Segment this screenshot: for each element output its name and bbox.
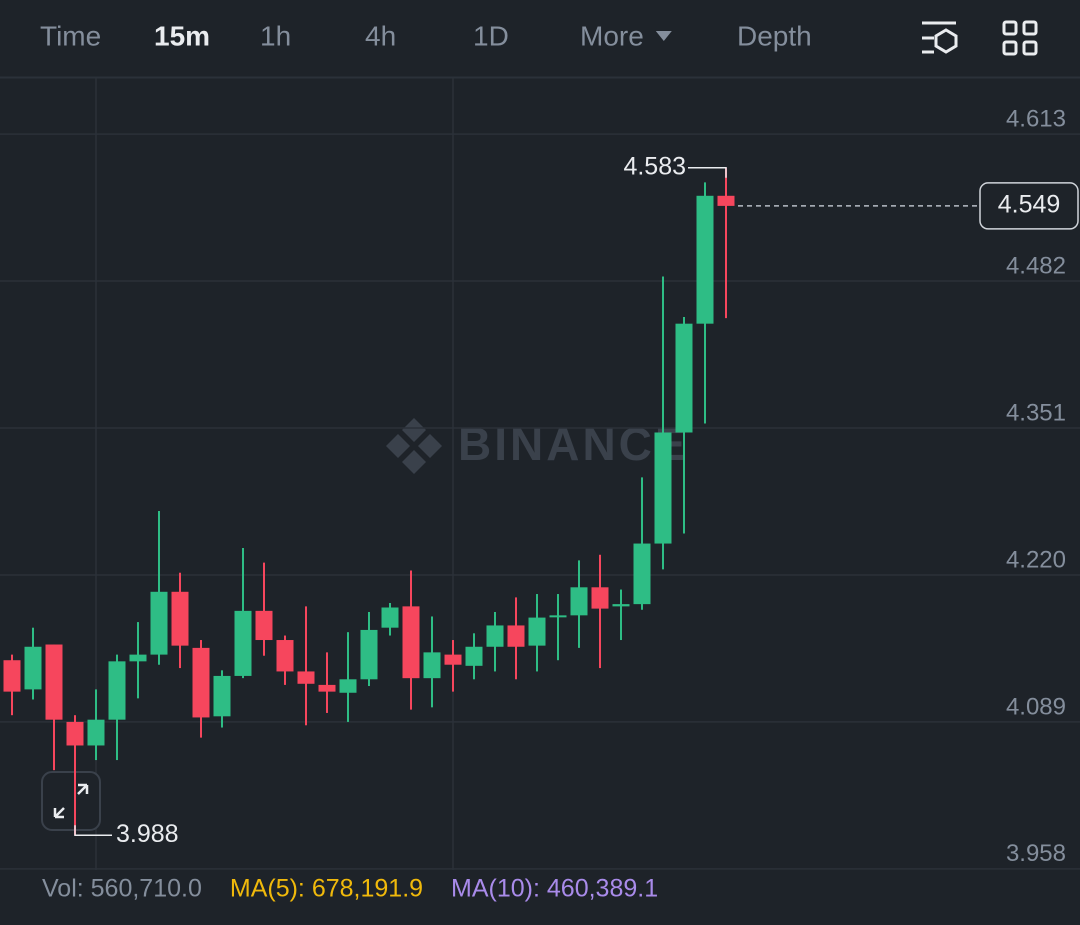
icon-hex <box>934 28 958 54</box>
candle-body <box>276 640 294 672</box>
y-tick-label: 4.482 <box>1006 252 1066 279</box>
candle-body <box>591 587 609 609</box>
candle-body <box>87 719 105 746</box>
icon-cell <box>1002 40 1018 56</box>
candle-body <box>507 625 525 647</box>
candle-body <box>339 679 357 693</box>
tab[interactable]: 15m <box>154 20 210 51</box>
y-tick-label: 4.220 <box>1006 546 1066 573</box>
candle-body <box>255 610 273 641</box>
tab[interactable]: Time <box>40 20 101 51</box>
candle-body <box>297 671 315 684</box>
candle-body <box>318 684 336 692</box>
watermark-logo <box>386 418 442 474</box>
candle-body <box>150 591 168 655</box>
candle-body <box>234 610 252 676</box>
candle-body <box>3 660 21 692</box>
watermark-text: BINANCE <box>458 418 689 470</box>
candle-body <box>549 615 567 618</box>
expand-button[interactable] <box>41 771 101 831</box>
candle-body <box>465 646 483 666</box>
icon-cell <box>1022 20 1038 36</box>
tab[interactable]: 1h <box>260 20 291 51</box>
last-price-label: 4.549 <box>998 190 1061 218</box>
y-tick-label: 4.089 <box>1006 693 1066 720</box>
candle-body <box>654 432 672 544</box>
candle-body <box>45 644 63 720</box>
candle-body <box>360 629 378 680</box>
candle-body <box>675 323 693 433</box>
indicator: MA(5): 678,191.9 <box>230 875 423 903</box>
icon-cell <box>1022 40 1038 56</box>
candle-body <box>633 543 651 605</box>
candle-body <box>402 606 420 679</box>
indicator: Vol: 560,710.0 <box>42 875 202 903</box>
candle-body <box>717 195 735 206</box>
tab[interactable]: 1D <box>473 20 509 51</box>
expand-arrows <box>53 783 89 819</box>
candle-body <box>108 661 126 720</box>
candle-body <box>66 721 84 746</box>
tab[interactable]: More <box>580 20 644 51</box>
candle-body <box>486 625 504 647</box>
expand-box <box>41 771 101 831</box>
candle-body <box>423 652 441 679</box>
candle-body <box>381 607 399 628</box>
candle-body <box>192 647 210 718</box>
candle-body <box>528 617 546 646</box>
candle-body <box>213 675 231 717</box>
tab[interactable]: Depth <box>737 20 812 51</box>
icon-cell <box>1002 20 1018 36</box>
watermark: BINANCE <box>386 418 689 474</box>
candle-body <box>570 587 588 616</box>
candle-body <box>444 654 462 665</box>
high-marker <box>688 166 727 178</box>
chart-view-icon[interactable] <box>922 21 958 54</box>
y-tick-label: 3.958 <box>1006 840 1066 867</box>
indicator: MA(10): 460,389.1 <box>451 875 658 903</box>
candle-body <box>129 654 147 662</box>
y-tick-label: 4.613 <box>1006 105 1066 132</box>
candle-body <box>171 591 189 646</box>
layout-icon[interactable] <box>1002 20 1038 56</box>
candle-body <box>24 646 42 690</box>
high-label: 4.583 <box>623 152 686 180</box>
last-price-box <box>979 182 1079 230</box>
low-label: 3.988 <box>116 820 179 848</box>
tab[interactable]: 4h <box>365 20 396 51</box>
candle-body <box>612 604 630 607</box>
candle-body <box>696 195 714 324</box>
dropdown-arrow <box>655 31 672 41</box>
low-marker <box>74 825 112 836</box>
y-tick-label: 4.351 <box>1006 399 1066 426</box>
